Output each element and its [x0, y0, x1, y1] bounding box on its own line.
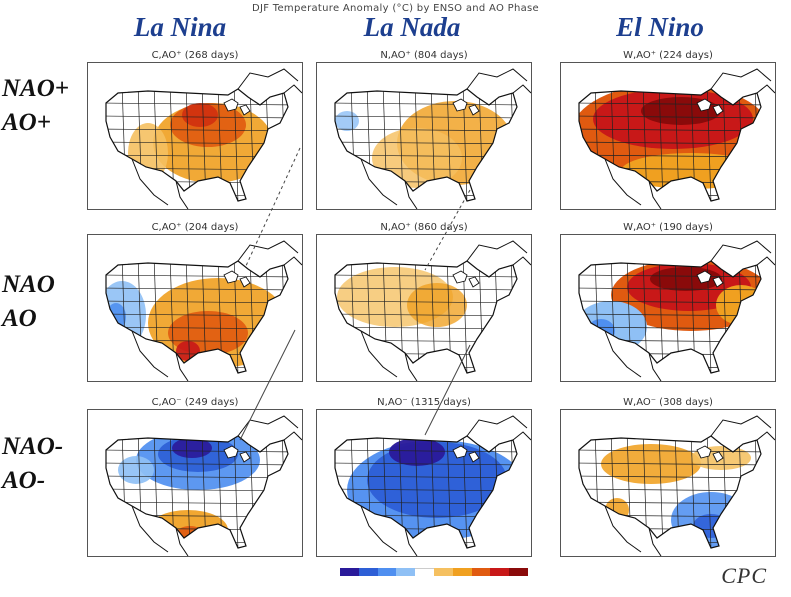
us-map: [334, 68, 531, 209]
map-panel: [560, 409, 776, 557]
us-map: [334, 415, 531, 556]
panel-title: W,AO⁺ (190 days): [623, 222, 713, 233]
colorbar-swatch: [434, 568, 453, 576]
us-map: [578, 68, 775, 209]
panel-title: C,AO⁺ (204 days): [151, 222, 239, 233]
map-panel: [87, 62, 303, 210]
map-panel: [316, 234, 532, 382]
row-header-nao-positive: NAO+: [2, 75, 70, 102]
column-header-la-nada: La Nada: [363, 12, 461, 42]
panel-title: C,AO⁻ (249 days): [151, 397, 239, 408]
row-header-negative: NAO- AO-: [2, 430, 86, 498]
colorbar-swatch: [490, 568, 510, 576]
panel-title: C,AO⁺ (268 days): [151, 50, 239, 61]
us-map: [105, 68, 302, 209]
map-panel: [560, 234, 776, 382]
row-header-ao-neutral: AO: [2, 305, 37, 332]
panel-title: N,AO⁺ (860 days): [380, 222, 468, 233]
us-map: [105, 415, 302, 556]
row-header-ao-negative: AO-: [2, 467, 46, 494]
anomaly-shading: [579, 89, 761, 201]
us-map: [334, 240, 531, 381]
row-header-nao-neutral: NAO: [2, 271, 55, 298]
panel-title: N,AO⁻ (1315 days): [377, 397, 471, 408]
colorbar-swatch: [471, 568, 491, 576]
colorbar-swatch: [452, 568, 472, 576]
panel-title: N,AO⁺ (804 days): [380, 50, 468, 61]
colorbar-swatch: [358, 568, 378, 576]
map-panel: [316, 62, 532, 210]
row-header-nao-negative: NAO-: [2, 433, 64, 460]
panel-title: W,AO⁺ (224 days): [623, 50, 713, 61]
us-map: [105, 240, 302, 381]
map-panel: [87, 234, 303, 382]
us-map: [578, 415, 775, 556]
panel-title: W,AO⁻ (308 days): [623, 397, 713, 408]
row-header-positive: NAO+ AO+: [2, 72, 86, 140]
row-header-ao-positive: AO+: [2, 109, 51, 136]
colorbar-swatch: [396, 568, 416, 576]
map-panel: [560, 62, 776, 210]
color-scale-bar: [340, 568, 528, 580]
colorbar-swatch: [415, 568, 434, 577]
column-header-el-nino: El Nino: [616, 12, 704, 42]
cpc-credit: CPC: [721, 563, 767, 588]
map-panel: [316, 409, 532, 557]
colorbar-swatch: [509, 568, 528, 576]
map-panel: [87, 409, 303, 557]
colorbar-swatch: [377, 568, 397, 576]
colorbar-swatch: [340, 568, 359, 576]
row-header-neutral: NAO AO: [2, 268, 86, 336]
us-map: [578, 240, 775, 381]
column-header-la-nina: La Nina: [133, 12, 227, 42]
figure-title: DJF Temperature Anomaly (°C) by ENSO and…: [251, 3, 539, 14]
